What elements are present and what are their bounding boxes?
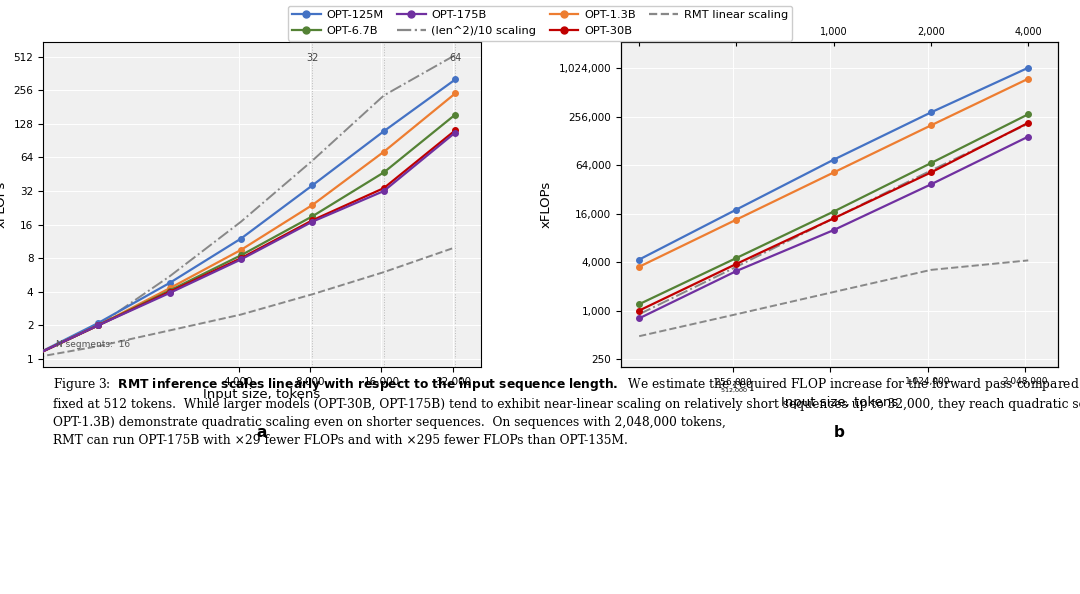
Text: a: a — [257, 425, 267, 440]
Y-axis label: xFLOPs: xFLOPs — [0, 181, 8, 228]
Text: 64: 64 — [449, 53, 461, 64]
Y-axis label: xFLOPs: xFLOPs — [540, 181, 553, 228]
X-axis label: Input size, tokens: Input size, tokens — [203, 388, 321, 401]
X-axis label: Input size, tokens: Input size, tokens — [781, 396, 899, 409]
Text: b: b — [834, 425, 845, 440]
Text: Figure 3:  $\mathbf{RMT\ inference\ scales\ linearly\ with\ respect\ to\ the\ in: Figure 3: $\mathbf{RMT\ inference\ scale… — [53, 376, 1080, 447]
Text: N segments:  16: N segments: 16 — [56, 340, 131, 349]
Text: 32: 32 — [307, 53, 319, 64]
Legend: OPT-125M, OPT-6.7B, OPT-175B, (len^2)/10 scaling, OPT-1.3B, OPT-30B, RMT linear : OPT-125M, OPT-6.7B, OPT-175B, (len^2)/10… — [287, 6, 793, 40]
